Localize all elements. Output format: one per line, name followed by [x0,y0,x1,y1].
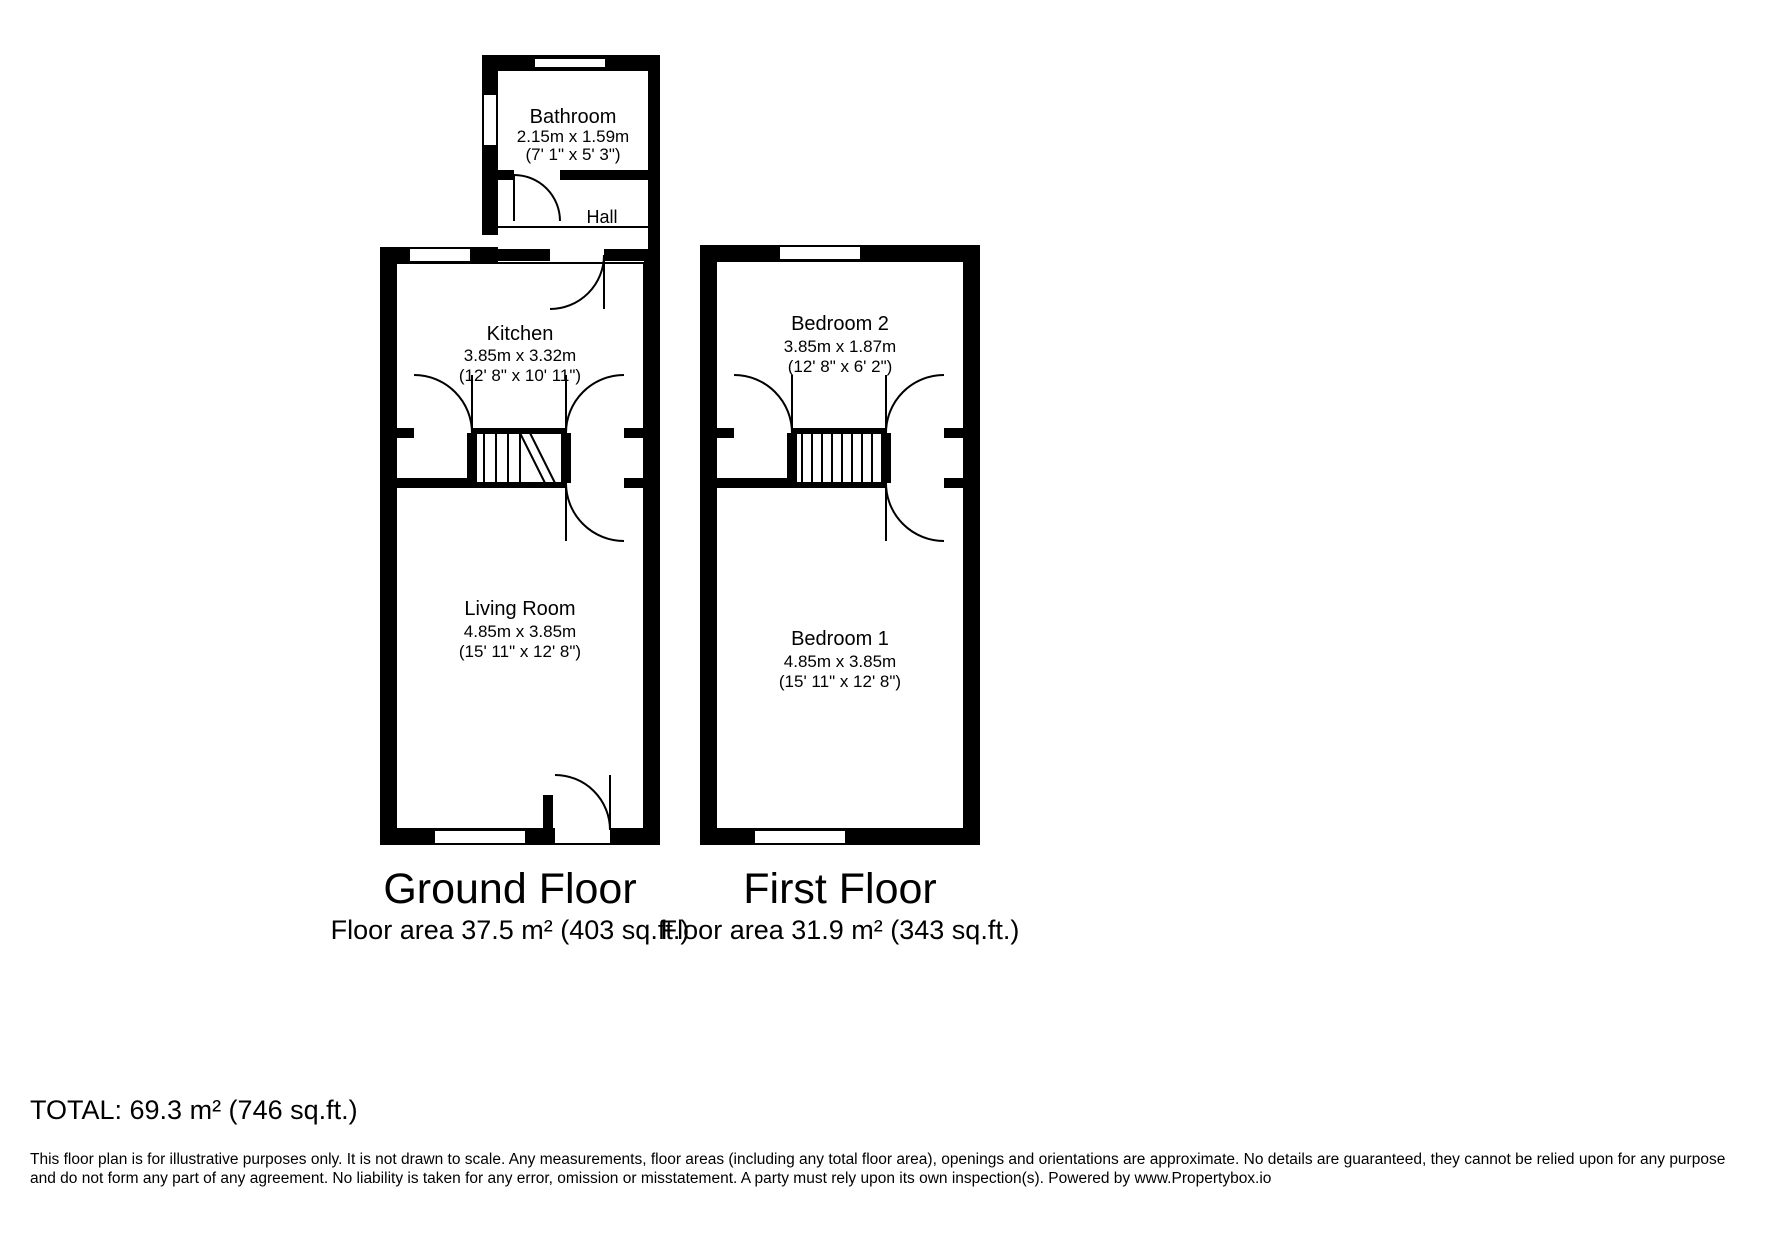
total-area: TOTAL: 69.3 m² (746 sq.ft.) [30,1095,358,1126]
first-floor-plan: Bedroom 2 3.85m x 1.87m (12' 8" x 6' 2")… [700,245,980,845]
ground-floor-area: Floor area 37.5 m² (403 sq.ft.) [320,915,700,946]
bed2-dim-ft: (12' 8" x 6' 2") [788,357,893,376]
living-label: Living Room [464,598,575,620]
bed2-dim-m: 3.85m x 1.87m [784,337,896,356]
bathroom-dim-m: 2.15m x 1.59m [517,127,629,146]
living-dim-m: 4.85m x 3.85m [464,622,576,641]
bed2-label: Bedroom 2 [791,313,889,335]
first-floor-area: Floor area 31.9 m² (343 sq.ft.) [660,915,1020,946]
bed1-dim-m: 4.85m x 3.85m [784,652,896,671]
first-floor-title: First Floor [660,865,1020,914]
ground-floor-title: Ground Floor [320,865,700,914]
bathroom-label: Bathroom [530,106,617,128]
disclaimer-text: This floor plan is for illustrative purp… [30,1150,1740,1189]
living-dim-ft: (15' 11" x 12' 8") [459,642,581,661]
ground-floor-plan: Bathroom 2.15m x 1.59m (7' 1" x 5' 3") H… [380,55,660,845]
hall-label: Hall [586,207,617,227]
bed1-label: Bedroom 1 [791,628,889,650]
floorplan-canvas: Bathroom 2.15m x 1.59m (7' 1" x 5' 3") H… [0,0,1771,1239]
bed1-dim-ft: (15' 11" x 12' 8") [779,672,901,691]
kitchen-dim-ft: (12' 8" x 10' 11") [459,366,581,385]
kitchen-label: Kitchen [487,323,554,345]
kitchen-dim-m: 3.85m x 3.32m [464,346,576,365]
bathroom-dim-ft: (7' 1" x 5' 3") [525,145,620,164]
